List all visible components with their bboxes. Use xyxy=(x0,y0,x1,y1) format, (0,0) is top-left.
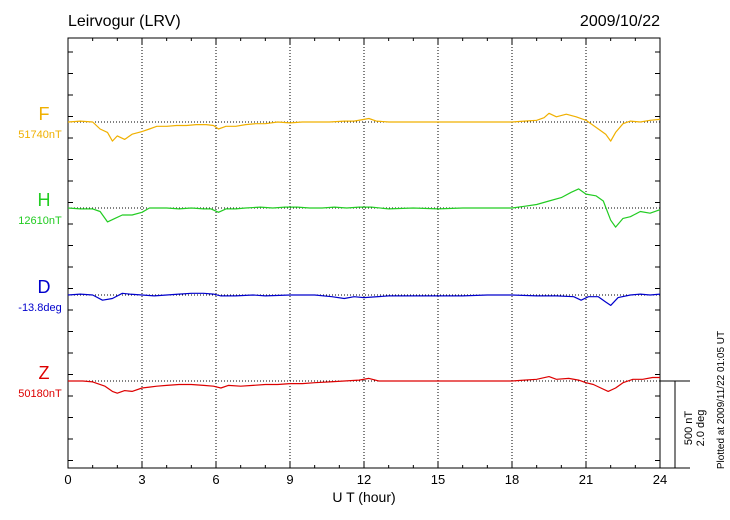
series-name-f: F xyxy=(39,104,50,124)
series-name-h: H xyxy=(38,190,51,210)
series-baseline-label-d: -13.8deg xyxy=(18,302,61,314)
scale-bar-deg: 2.0 deg xyxy=(695,410,707,447)
plot-grid xyxy=(141,38,587,468)
plot-frame xyxy=(67,37,661,469)
x-tick-label: 24 xyxy=(653,472,667,487)
station-title: Leirvogur (LRV) xyxy=(68,13,181,30)
series-line-d xyxy=(67,292,661,306)
x-tick-label: 0 xyxy=(64,472,71,487)
x-tick-label: 21 xyxy=(579,472,593,487)
series-baseline-label-h: 12610nT xyxy=(18,215,62,227)
plotted-at-note: Plotted at 2009/11/22 01:05 UT xyxy=(716,331,727,469)
series-name-z: Z xyxy=(39,363,50,383)
series-name-d: D xyxy=(38,277,51,297)
series-baseline-label-z: 50180nT xyxy=(18,388,62,400)
x-tick-label: 3 xyxy=(138,472,145,487)
x-axis-label: U T (hour) xyxy=(332,489,395,505)
scale-bar: 500 nT 2.0 deg xyxy=(660,380,707,469)
axis-ticks xyxy=(67,38,661,468)
series-labels: F 51740nT H 12610nT D -13.8deg Z 50180nT xyxy=(18,104,62,400)
x-tick-labels: 0 3 6 9 12 15 18 21 24 xyxy=(64,472,667,487)
series-baseline-label-f: 51740nT xyxy=(18,129,62,141)
series-line-f xyxy=(67,112,661,142)
x-tick-label: 15 xyxy=(431,472,445,487)
x-tick-label: 9 xyxy=(286,472,293,487)
x-tick-label: 18 xyxy=(505,472,519,487)
x-tick-label: 6 xyxy=(212,472,219,487)
date-label: 2009/10/22 xyxy=(580,13,660,30)
series-line-z xyxy=(68,376,660,394)
x-tick-label: 12 xyxy=(357,472,371,487)
series-lines xyxy=(67,112,661,394)
series-line-h xyxy=(67,188,661,228)
scale-bar-nt: 500 nT xyxy=(683,411,695,446)
